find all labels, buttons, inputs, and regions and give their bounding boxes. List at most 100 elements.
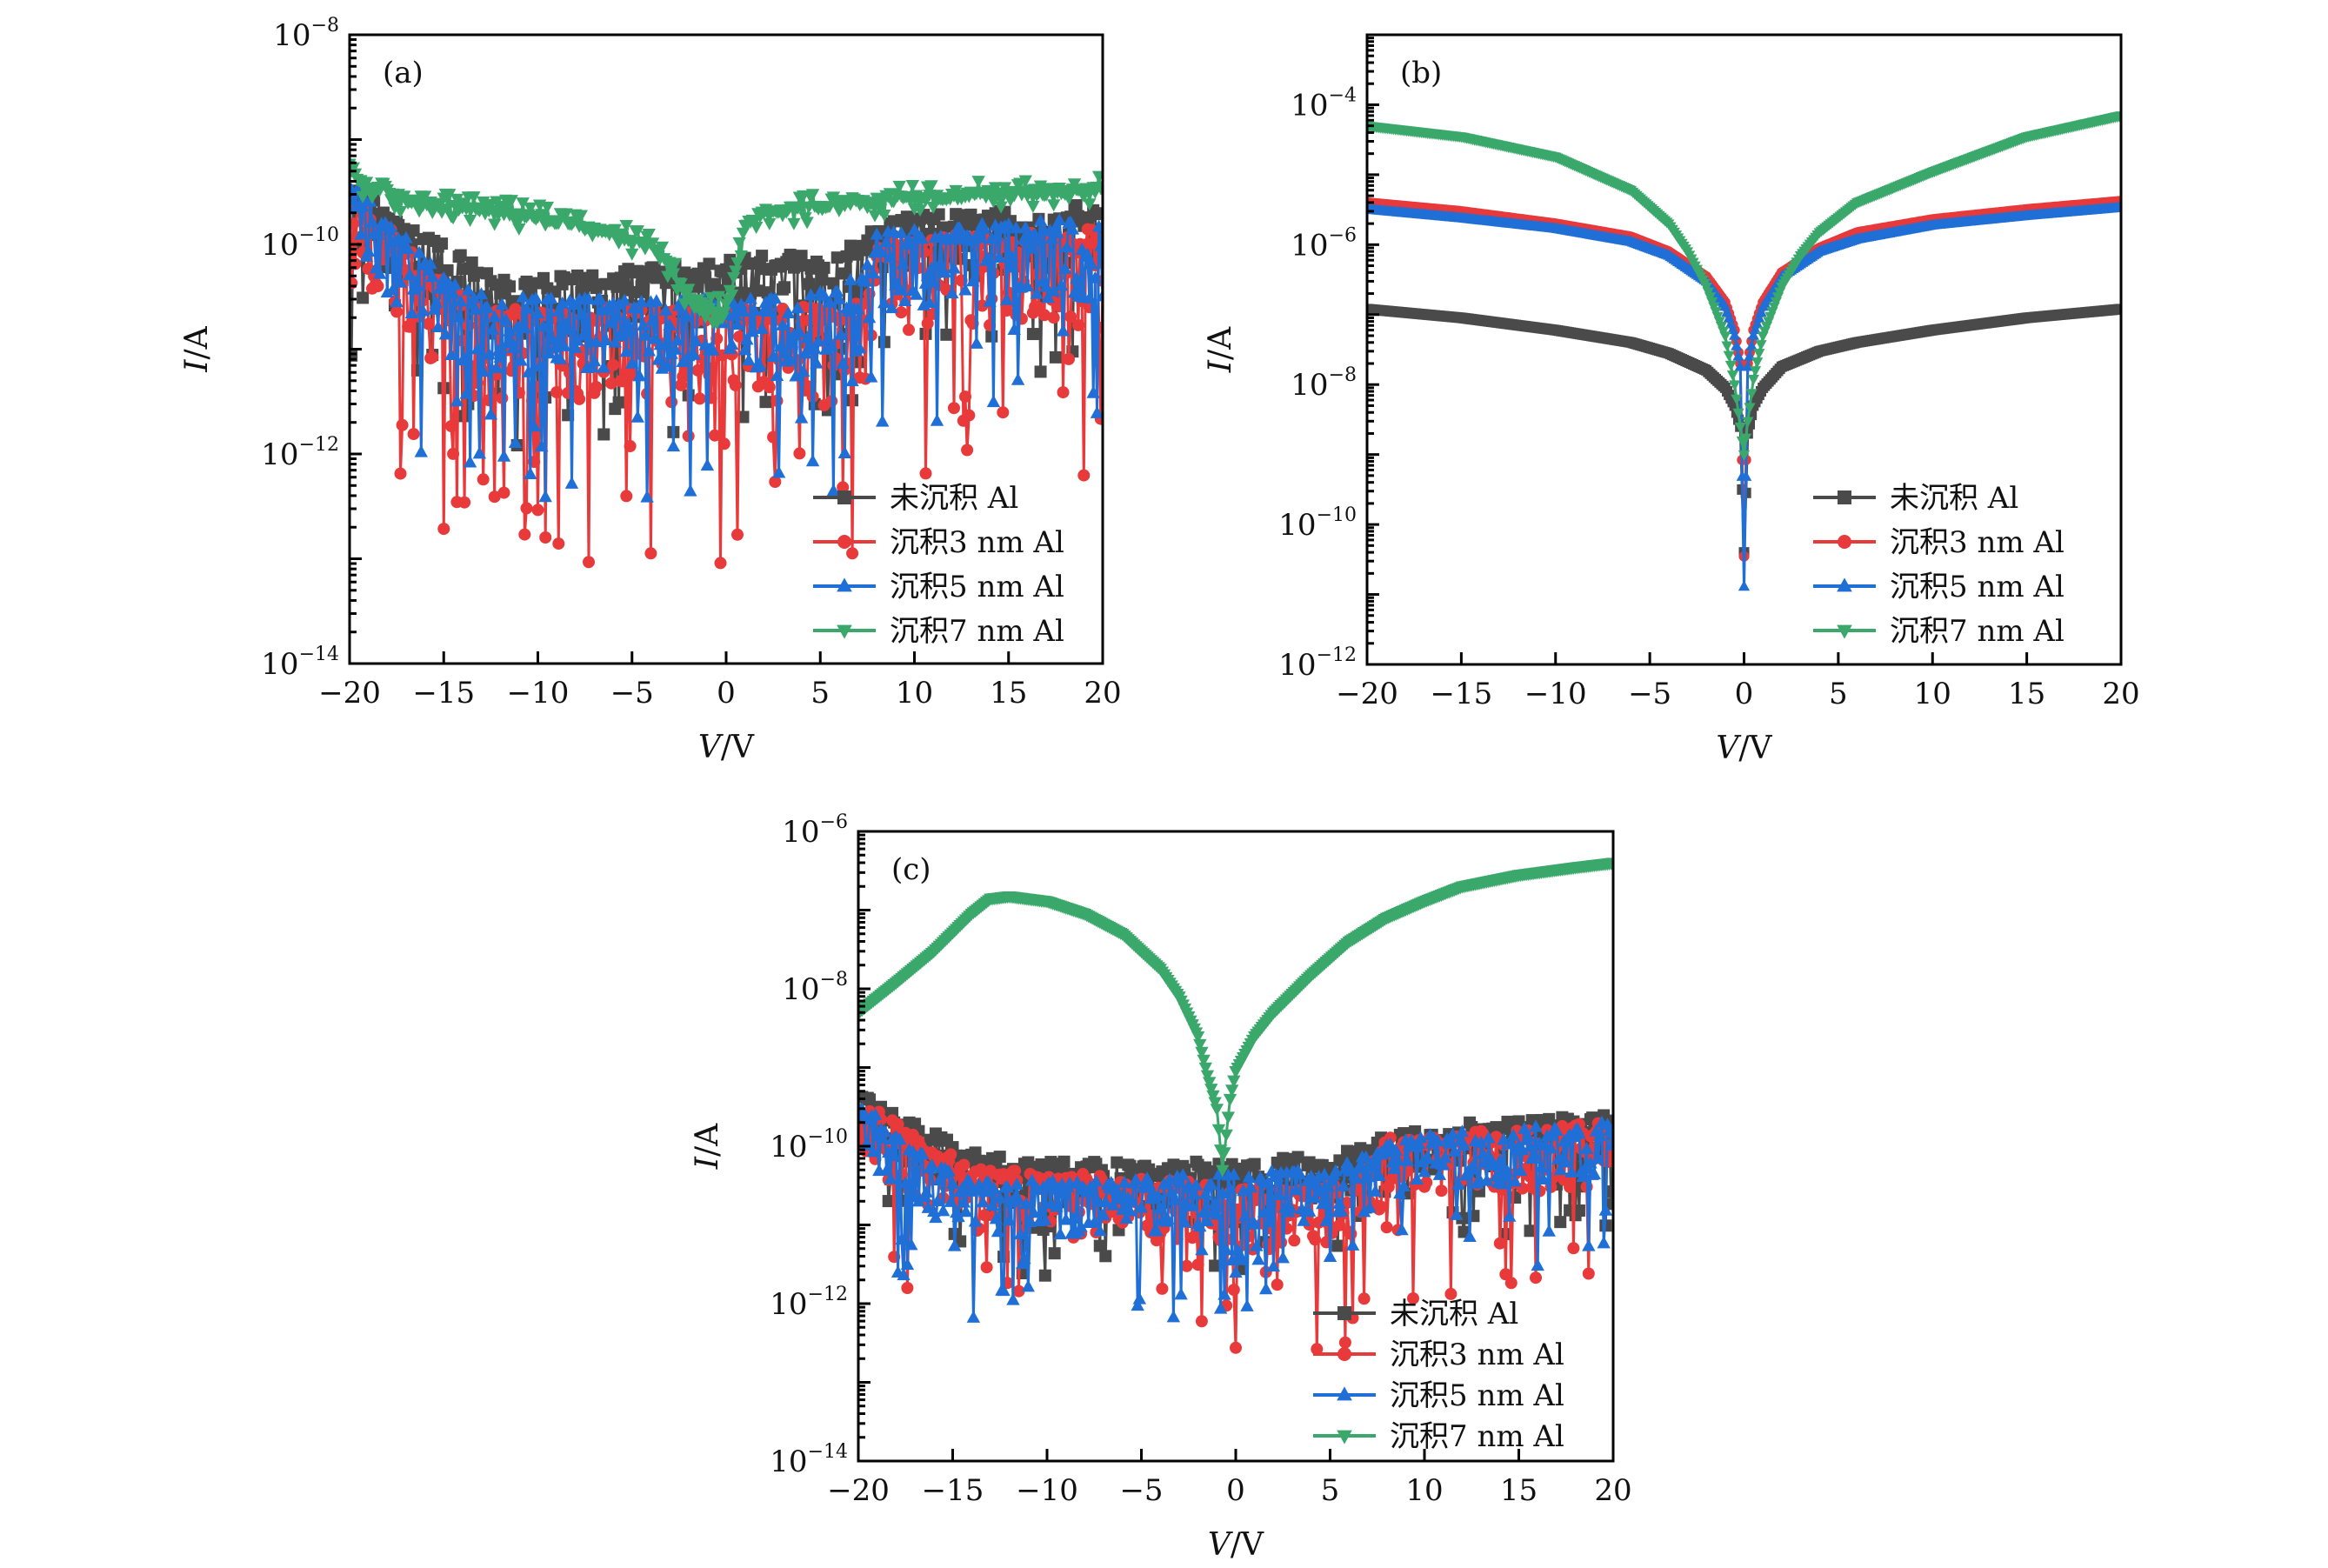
data-point: [1065, 222, 1080, 235]
data-point: [436, 237, 449, 250]
data-point: [936, 221, 949, 234]
data-point: [1438, 1151, 1452, 1164]
data-point: [607, 358, 620, 371]
data-point: [1002, 217, 1016, 230]
data-point: [454, 249, 467, 262]
data-point: [810, 356, 824, 369]
data-point: [915, 231, 929, 244]
data-point: [1513, 1164, 1528, 1177]
data-point: [1742, 417, 1754, 428]
data-point: [977, 222, 991, 235]
data-point: [951, 1210, 965, 1223]
data-point: [620, 490, 633, 503]
x-tick-label: 10: [896, 676, 933, 711]
data-point: [794, 203, 809, 216]
data-point: [1047, 311, 1060, 324]
data-point: [635, 280, 648, 293]
data-point: [706, 343, 720, 356]
data-point: [1587, 1167, 1601, 1180]
data-point: [1132, 1291, 1147, 1304]
data-point: [1110, 1182, 1124, 1195]
legend-item: 沉积3 nm Al: [1813, 525, 2065, 560]
data-point: [356, 190, 370, 204]
data-point: [447, 447, 460, 460]
data-point: [1248, 1158, 1261, 1171]
data-point: [714, 557, 727, 570]
x-tick-label: −20: [318, 676, 381, 711]
data-point: [1497, 1132, 1511, 1145]
data-point: [467, 291, 481, 304]
data-point: [1731, 394, 1743, 405]
data-point: [1066, 1211, 1081, 1224]
data-point: [1151, 1189, 1165, 1202]
data-point: [826, 484, 841, 497]
data-point: [887, 1148, 901, 1161]
legend-label: 未沉积 Al: [1890, 481, 2018, 516]
legend-item: 未沉积 Al: [813, 481, 1018, 516]
data-point: [1729, 329, 1741, 340]
data-point: [1054, 278, 1069, 291]
data-point: [958, 1204, 973, 1218]
data-point: [794, 410, 809, 424]
data-point: [1564, 1164, 1578, 1178]
data-point: [1089, 1174, 1104, 1187]
data-point: [936, 1204, 951, 1217]
data-point: [1745, 389, 1758, 400]
data-point: [1344, 1227, 1357, 1240]
data-point: [1045, 1174, 1060, 1187]
data-point: [892, 180, 906, 193]
data-point: [623, 324, 637, 337]
x-axis-title: V/V: [1716, 731, 1772, 766]
data-point: [552, 537, 565, 550]
data-point: [1013, 1227, 1028, 1240]
data-point: [390, 305, 404, 318]
data-point: [1506, 1128, 1520, 1141]
data-point: [589, 335, 604, 348]
data-point: [1197, 1204, 1211, 1218]
data-point: [1524, 1171, 1537, 1183]
data-point: [947, 1238, 962, 1251]
series-2: [858, 1100, 1613, 1323]
x-tick-label: 15: [990, 676, 1027, 711]
data-point: [805, 454, 820, 467]
data-point: [1026, 328, 1039, 341]
data-point: [1261, 1176, 1275, 1189]
data-point: [724, 289, 739, 302]
data-point: [944, 1194, 958, 1207]
data-point: [1350, 1171, 1364, 1184]
data-point: [1242, 1170, 1256, 1183]
data-point: [640, 490, 654, 503]
data-point: [1043, 224, 1057, 237]
data-point: [1435, 1184, 1448, 1198]
data-point: [504, 195, 518, 208]
data-point: [957, 1158, 971, 1171]
legend-item: 沉积3 nm Al: [813, 525, 1064, 560]
data-point: [498, 313, 513, 326]
data-point: [446, 286, 460, 299]
data-point: [1210, 1104, 1224, 1117]
data-point: [1747, 375, 1759, 386]
data-point: [357, 291, 370, 304]
data-point: [463, 214, 477, 227]
data-point: [959, 390, 971, 404]
data-point: [709, 429, 721, 442]
data-point: [645, 312, 660, 325]
data-point: [1217, 1287, 1231, 1300]
data-point: [917, 246, 931, 259]
data-point: [1153, 1201, 1167, 1214]
data-point: [1073, 282, 1087, 295]
data-point: [1437, 1158, 1451, 1171]
data-point: [1493, 1237, 1506, 1250]
data-point: [2115, 201, 2121, 212]
data-point: [590, 381, 603, 393]
data-point: [844, 272, 857, 285]
data-point: [458, 496, 471, 509]
data-point: [1444, 1135, 1458, 1148]
data-point: [947, 261, 961, 274]
data-point: [1455, 1124, 1470, 1138]
data-point: [1007, 323, 1021, 336]
data-point: [608, 224, 622, 237]
data-point: [625, 356, 639, 369]
data-point: [573, 392, 586, 405]
